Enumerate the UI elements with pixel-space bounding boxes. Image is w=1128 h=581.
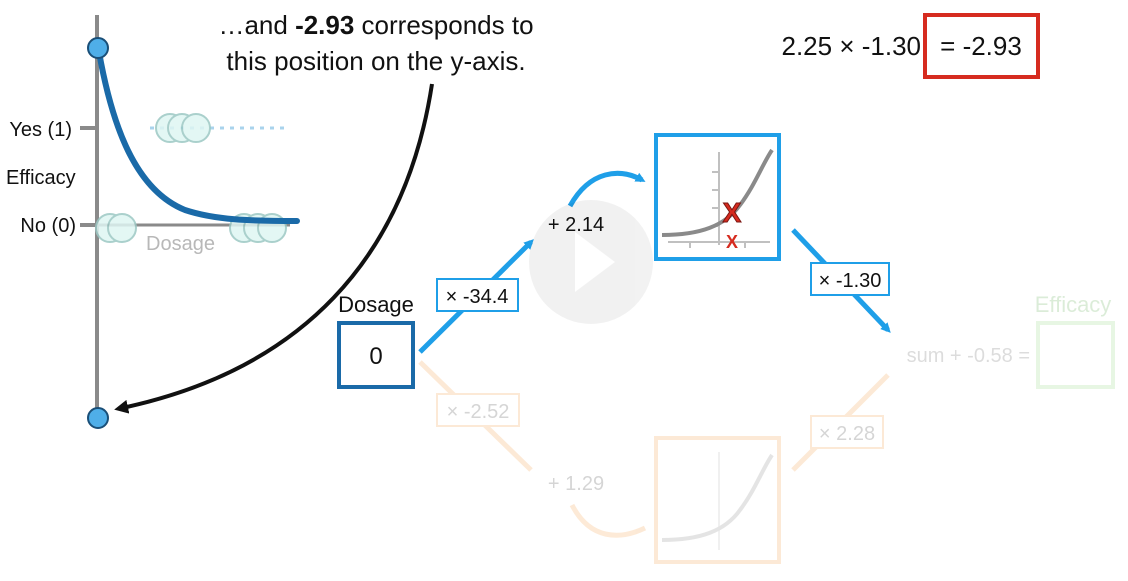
weight-in-bottom: × -2.52 xyxy=(447,401,510,423)
equation-highlight-box xyxy=(923,13,1040,79)
edge-bias-to-activation-bottom xyxy=(569,503,647,538)
left-plot: Yes (1) Efficacy No (0) Dosage xyxy=(6,15,300,429)
equation: 2.25 × -1.30 = -2.93 xyxy=(782,13,1040,79)
activation-box-bottom xyxy=(654,436,781,564)
data-point xyxy=(107,213,137,243)
no-label: No (0) xyxy=(20,215,76,237)
edge-bias-to-activation-top xyxy=(567,171,646,208)
bias-top: + 2.14 xyxy=(548,214,604,236)
pointer-arrow xyxy=(114,83,434,414)
output-label: Efficacy xyxy=(1035,292,1112,317)
edge-activation-to-output-bottom xyxy=(791,373,890,472)
weight-out-top-box xyxy=(810,262,890,296)
weight-out-bottom: × 2.28 xyxy=(819,423,875,445)
weight-out-top: × -1.30 xyxy=(819,270,882,292)
equation-right: = -2.93 xyxy=(940,31,1022,61)
fitted-curve xyxy=(96,49,300,224)
x-axis-label: Dosage xyxy=(146,233,215,255)
weight-in-top-box xyxy=(436,278,519,312)
network-bottom-path: × -2.52 + 1.29 × 2.28 xyxy=(418,360,890,564)
activation-box-top xyxy=(654,133,781,261)
input-label: Dosage xyxy=(338,292,414,317)
output-node: Efficacy sum + -0.58 = xyxy=(907,292,1115,389)
caption-line-1: …and -2.93 corresponds to xyxy=(218,10,533,40)
input-box xyxy=(337,321,415,389)
x-marker-large: X xyxy=(723,197,742,228)
softplus-curve xyxy=(661,148,774,237)
output-box xyxy=(1036,321,1115,389)
bottom-point xyxy=(87,407,109,429)
caption-line-2: this position on the y-axis. xyxy=(226,46,525,76)
play-button[interactable] xyxy=(529,200,653,324)
top-point xyxy=(87,37,109,59)
yes-label: Yes (1) xyxy=(9,119,72,141)
weight-out-bottom-box xyxy=(810,415,884,449)
equation-left: 2.25 × -1.30 xyxy=(782,31,922,61)
x-marker-small: X xyxy=(726,232,738,252)
weight-in-bottom-box xyxy=(436,393,520,427)
output-formula: sum + -0.58 = xyxy=(907,345,1030,367)
input-value: 0 xyxy=(369,343,382,370)
caption: …and -2.93 corresponds to this position … xyxy=(218,10,533,76)
activation-mini-plot: X X xyxy=(661,148,774,252)
weight-in-top: × -34.4 xyxy=(446,286,509,308)
bias-bottom: + 1.29 xyxy=(548,473,604,495)
play-circle[interactable] xyxy=(529,200,653,324)
edge-input-to-bias-bottom xyxy=(418,360,533,472)
play-icon[interactable] xyxy=(575,232,615,292)
yes-data-points xyxy=(155,113,211,143)
network-top-path: Dosage 0 × -34.4 + 2.14 X X × xyxy=(337,133,891,389)
y-axis-label: Efficacy xyxy=(6,167,76,189)
data-point xyxy=(181,113,211,143)
softplus-curve-bottom xyxy=(661,453,774,542)
